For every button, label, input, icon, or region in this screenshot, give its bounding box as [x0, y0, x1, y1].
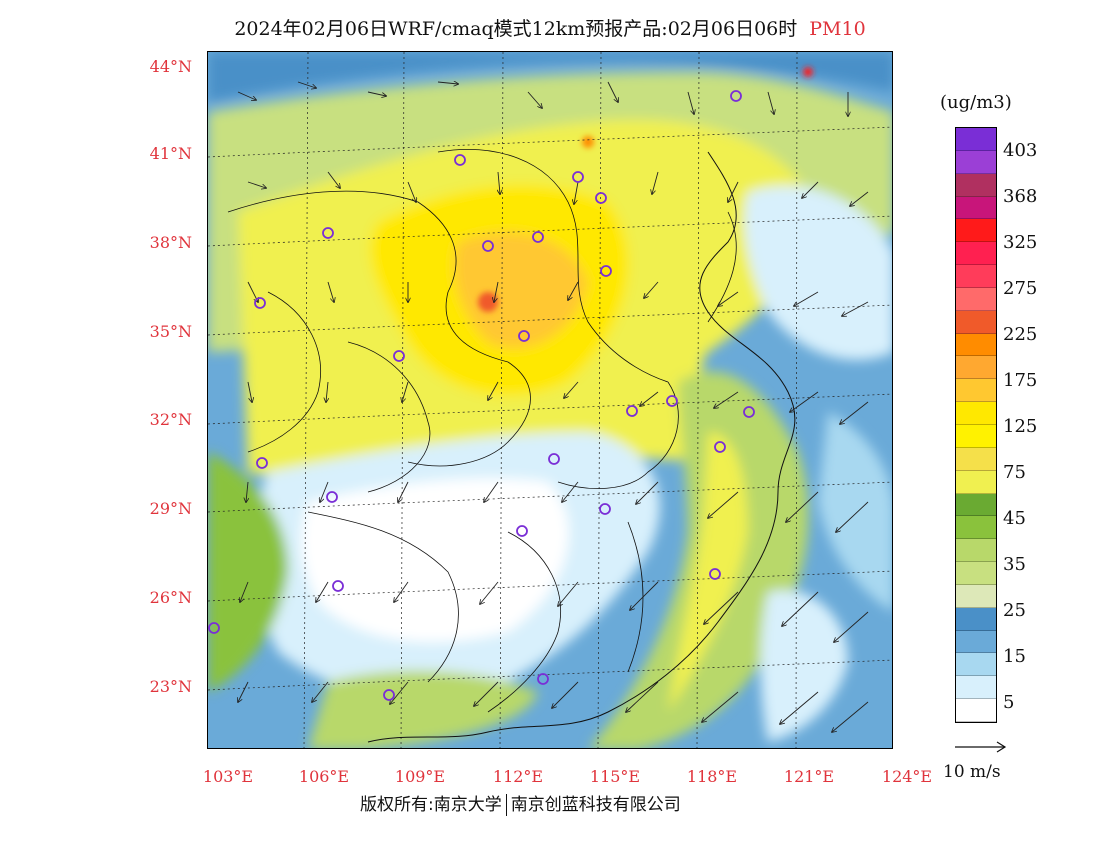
pm10-map	[207, 51, 893, 749]
colorbar-label: 175	[1003, 370, 1038, 391]
colorbar-label: 325	[1003, 232, 1038, 253]
colorbar-segment	[956, 584, 996, 608]
lon-label-109: 109°E	[394, 767, 446, 786]
lon-label-103: 103°E	[202, 767, 254, 786]
colorbar-segment	[956, 242, 996, 266]
copyright-right: 南京创蓝科技有限公司	[510, 795, 681, 815]
colorbar-segment	[956, 447, 996, 471]
colorbar-segment	[956, 630, 996, 654]
colorbar-segment	[956, 424, 996, 448]
colorbar-segment	[956, 196, 996, 220]
colorbar-label: 5	[1003, 692, 1015, 713]
colorbar-label: 403	[1003, 140, 1038, 161]
lat-label-26: 26°N	[149, 588, 192, 607]
map-canvas	[208, 52, 892, 748]
lon-label-112: 112°E	[492, 767, 544, 786]
colorbar-segment	[956, 516, 996, 540]
colorbar-label: 15	[1003, 646, 1026, 667]
colorbar	[955, 127, 997, 723]
copyright-separator	[505, 794, 507, 816]
colorbar-label: 35	[1003, 554, 1026, 575]
colorbar-segment	[956, 173, 996, 197]
lat-label-32: 32°N	[149, 410, 192, 429]
colorbar-segment	[956, 493, 996, 517]
colorbar-segment	[956, 265, 996, 288]
lat-label-41: 41°N	[149, 144, 192, 163]
colorbar-segment	[956, 539, 996, 563]
lat-label-38: 38°N	[149, 233, 192, 252]
colorbar-label: 225	[1003, 324, 1038, 345]
lat-label-44: 44°N	[149, 57, 192, 76]
lon-label-118: 118°E	[686, 767, 738, 786]
colorbar-segment	[956, 676, 996, 700]
colorbar-segment	[956, 379, 996, 403]
colorbar-segment	[956, 699, 996, 722]
colorbar-label: 75	[1003, 462, 1026, 483]
colorbar-segment	[956, 562, 996, 585]
copyright: 版权所有:南京大学 南京创蓝科技有限公司	[360, 790, 681, 816]
lon-label-106: 106°E	[298, 767, 350, 786]
colorbar-segment	[956, 287, 996, 311]
colorbar-segment	[956, 607, 996, 631]
lon-label-121: 121°E	[783, 767, 835, 786]
colorbar-segment	[956, 219, 996, 243]
colorbar-units: (ug/m3)	[940, 92, 1012, 113]
colorbar-segment	[956, 310, 996, 334]
lat-label-29: 29°N	[149, 499, 192, 518]
reference-vector-label: 10 m/s	[943, 762, 1001, 782]
colorbar-segment	[956, 653, 996, 677]
reference-arrow-icon	[955, 741, 1007, 753]
colorbar-segment	[956, 333, 996, 357]
colorbar-segment	[956, 150, 996, 174]
colorbar-label: 45	[1003, 508, 1026, 529]
colorbar-segment	[956, 128, 996, 151]
lat-label-35: 35°N	[149, 322, 192, 341]
lat-label-23: 23°N	[149, 677, 192, 696]
map-title: 2024年02月06日WRF/cmaq模式12km预报产品:02月06日06时 P…	[150, 14, 950, 41]
copyright-left: 版权所有:南京大学	[360, 795, 502, 815]
colorbar-label: 368	[1003, 186, 1038, 207]
colorbar-segment	[956, 402, 996, 425]
title-main: 2024年02月06日WRF/cmaq模式12km预报产品:02月06日06时	[234, 18, 798, 40]
colorbar-segment	[956, 356, 996, 380]
colorbar-label: 25	[1003, 600, 1026, 621]
colorbar-label: 125	[1003, 416, 1038, 437]
colorbar-segment	[956, 470, 996, 494]
colorbar-label: 275	[1003, 278, 1038, 299]
lon-label-115: 115°E	[589, 767, 641, 786]
title-variable: PM10	[809, 18, 866, 40]
lon-label-124: 124°E	[881, 767, 933, 786]
